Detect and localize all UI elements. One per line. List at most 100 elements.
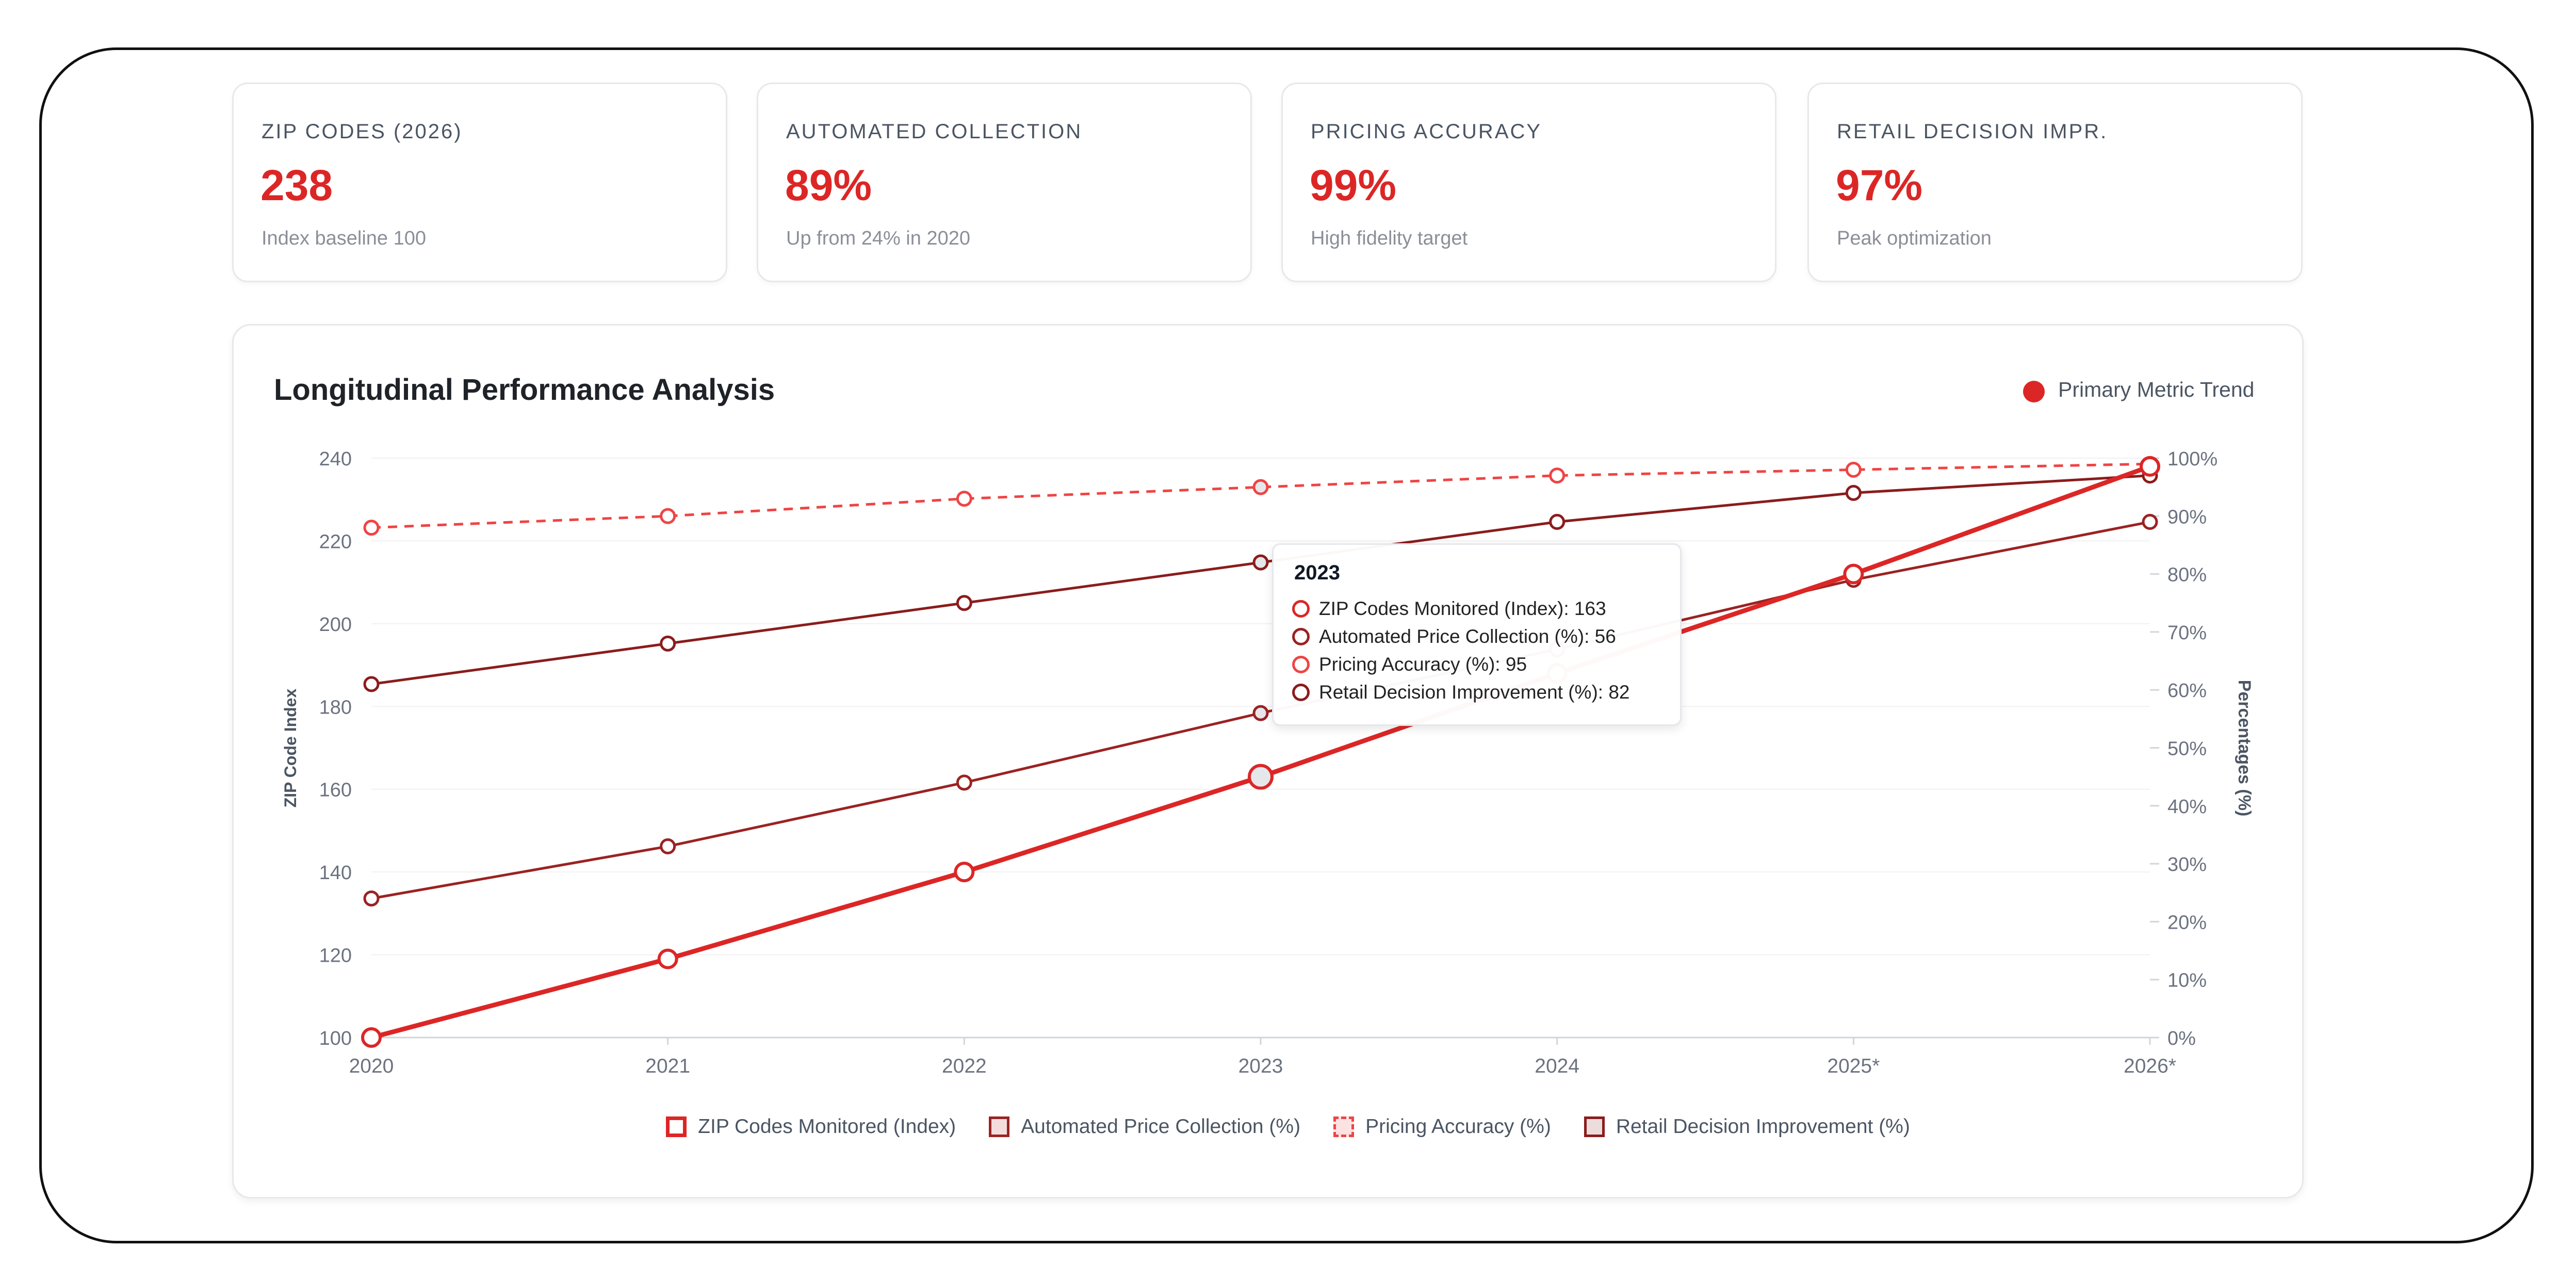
data-point xyxy=(660,635,676,652)
tooltip-row: Pricing Accuracy (%): 95 xyxy=(1292,651,1527,678)
tooltip-row-text: ZIP Codes Monitored (Index): 163 xyxy=(1319,598,1606,619)
y-right-tick-label: 70% xyxy=(2167,622,2207,644)
stat-card-automated-collection: AUTOMATED COLLECTION 89% Up from 24% in … xyxy=(757,83,1252,282)
y-left-tick-label: 120 xyxy=(319,945,352,967)
legend-item-retail-decision[interactable]: Retail Decision Improvement (%) xyxy=(1584,1115,1910,1138)
series-line xyxy=(370,464,2151,1040)
legend-item-zip-codes[interactable]: ZIP Codes Monitored (Index) xyxy=(666,1115,956,1138)
x-tick-label: 2025* xyxy=(1827,1055,1880,1077)
data-point xyxy=(361,1027,382,1048)
data-point xyxy=(1248,764,1274,790)
data-point xyxy=(1549,467,1566,484)
chart-tooltip: 2023 ZIP Codes Monitored (Index): 163 Au… xyxy=(1272,543,1682,726)
data-point xyxy=(657,948,678,969)
data-point xyxy=(1549,514,1566,530)
tooltip-row: ZIP Codes Monitored (Index): 163 xyxy=(1292,595,1606,622)
stat-value: 89% xyxy=(785,161,872,209)
legend-label: ZIP Codes Monitored (Index) xyxy=(698,1115,956,1138)
y-right-tick-label: 20% xyxy=(2167,912,2207,933)
trend-indicator-dot xyxy=(2023,381,2045,402)
legend-swatch-icon xyxy=(1584,1116,1605,1137)
data-point xyxy=(2142,514,2158,530)
stat-label: RETAIL DECISION IMPR. xyxy=(1837,120,2108,143)
series-line xyxy=(371,474,2150,686)
stat-label: ZIP CODES (2026) xyxy=(262,120,463,143)
y-left-tick-label: 160 xyxy=(319,780,352,801)
y-left-tick-label: 180 xyxy=(319,697,352,718)
data-point xyxy=(1843,563,1864,585)
y-left-tick-label: 200 xyxy=(319,614,352,636)
stat-card-zip-codes: ZIP CODES (2026) 238 Index baseline 100 xyxy=(232,83,727,282)
y-right-tick-label: 30% xyxy=(2167,854,2207,876)
data-point xyxy=(363,890,380,906)
legend-swatch-icon xyxy=(989,1116,1010,1137)
data-point xyxy=(1845,461,1862,478)
stat-label: AUTOMATED COLLECTION xyxy=(786,120,1083,143)
tooltip-row: Retail Decision Improvement (%): 82 xyxy=(1292,679,1630,706)
legend-swatch-icon xyxy=(666,1116,687,1137)
chart-legend: ZIP Codes Monitored (Index) Automated Pr… xyxy=(0,1115,2576,1138)
chart-card xyxy=(232,324,2304,1199)
data-point xyxy=(1252,479,1269,495)
data-point xyxy=(660,508,676,524)
stat-subtext: Up from 24% in 2020 xyxy=(786,228,970,249)
y-left-tick-label: 240 xyxy=(319,448,352,470)
x-tick-label: 2021 xyxy=(645,1055,690,1077)
series-swatch-icon xyxy=(1292,684,1310,701)
x-tick-label: 2020 xyxy=(349,1055,394,1077)
y-right-tick-label: 80% xyxy=(2167,564,2207,586)
trend-indicator-label: Primary Metric Trend xyxy=(2058,378,2255,401)
series-swatch-icon xyxy=(1292,628,1310,645)
y-right-tick-label: 10% xyxy=(2167,970,2207,992)
series-swatch-icon xyxy=(1292,656,1310,673)
tooltip-title: 2023 xyxy=(1294,561,1340,584)
y-right-tick-label: 100% xyxy=(2167,448,2218,470)
y-right-tick-label: 60% xyxy=(2167,680,2207,702)
series-line xyxy=(371,462,2150,529)
stat-subtext: High fidelity target xyxy=(1311,228,1468,249)
data-point xyxy=(1845,484,1862,501)
stat-value: 99% xyxy=(1310,161,1397,209)
series-swatch-icon xyxy=(1292,600,1310,618)
legend-label: Pricing Accuracy (%) xyxy=(1365,1115,1551,1138)
stat-card-retail-decision: RETAIL DECISION IMPR. 97% Peak optimizat… xyxy=(1807,83,2303,282)
y-right-tick-label: 40% xyxy=(2167,796,2207,818)
stat-label: PRICING ACCURACY xyxy=(1311,120,1542,143)
y-left-tick-label: 100 xyxy=(319,1028,352,1049)
tooltip-row: Automated Price Collection (%): 56 xyxy=(1292,623,1616,650)
y-right-axis-title: Percentages (%) xyxy=(2235,680,2254,817)
legend-label: Automated Price Collection (%) xyxy=(1021,1115,1301,1138)
stat-value: 97% xyxy=(1836,161,1923,209)
y-left-tick-label: 140 xyxy=(319,862,352,884)
data-point xyxy=(1252,554,1269,571)
y-right-tick-label: 90% xyxy=(2167,506,2207,528)
data-point xyxy=(363,520,380,536)
data-point xyxy=(363,676,380,692)
data-point xyxy=(2140,456,2160,477)
data-point xyxy=(660,838,676,854)
y-left-tick-label: 220 xyxy=(319,531,352,553)
data-point xyxy=(956,595,972,611)
y-left-axis-title: ZIP Code Index xyxy=(281,689,300,808)
data-point xyxy=(1252,705,1269,721)
stat-subtext: Index baseline 100 xyxy=(262,228,427,249)
y-right-tick-label: 50% xyxy=(2167,738,2207,760)
data-point xyxy=(956,774,972,791)
legend-swatch-icon xyxy=(1333,1116,1355,1137)
x-tick-label: 2024 xyxy=(1535,1055,1579,1077)
legend-item-pricing-accuracy[interactable]: Pricing Accuracy (%) xyxy=(1333,1115,1551,1138)
stat-value: 238 xyxy=(260,161,333,209)
data-point xyxy=(956,491,972,507)
legend-label: Retail Decision Improvement (%) xyxy=(1616,1115,1910,1138)
x-tick-label: 2022 xyxy=(942,1055,987,1077)
tooltip-row-text: Pricing Accuracy (%): 95 xyxy=(1319,654,1527,675)
x-tick-label: 2026* xyxy=(2124,1055,2176,1077)
stat-card-pricing-accuracy: PRICING ACCURACY 99% High fidelity targe… xyxy=(1281,83,1776,282)
x-tick-label: 2023 xyxy=(1238,1055,1283,1077)
tooltip-row-text: Retail Decision Improvement (%): 82 xyxy=(1319,682,1630,703)
tooltip-row-text: Automated Price Collection (%): 56 xyxy=(1319,626,1616,647)
chart-title: Longitudinal Performance Analysis xyxy=(274,373,775,407)
stat-subtext: Peak optimization xyxy=(1837,228,1992,249)
legend-item-automated-collection[interactable]: Automated Price Collection (%) xyxy=(989,1115,1300,1138)
